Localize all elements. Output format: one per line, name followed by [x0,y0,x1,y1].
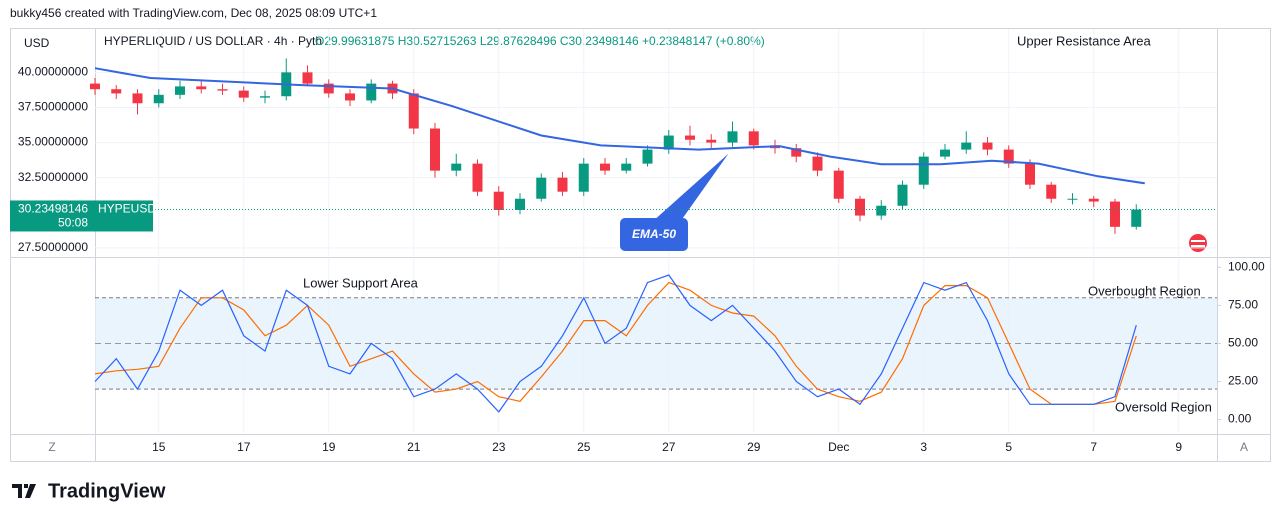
candle-body [791,148,802,157]
x-tick-label: 23 [492,440,506,454]
candle-body [217,89,228,91]
button[interactable]: A [1240,440,1248,454]
oscillator-line [94,274,1137,413]
x-tick-label: 7 [1090,440,1097,454]
candle-body [451,163,462,171]
candle-body [961,142,972,150]
y-tick-label: 50.00 [1228,336,1258,350]
button[interactable]: Z [48,440,55,454]
candle-body [557,177,568,192]
y-tick-label: 27.50000000 [18,240,88,254]
x-tick-label: 9 [1175,440,1182,454]
candle-body [1131,209,1142,227]
candle-body [578,163,589,192]
candle-body [175,86,185,95]
candle-body [366,83,377,101]
frame [10,28,1271,462]
candle-body [238,90,249,98]
price-badge [10,200,153,232]
logo-text: TradingView [48,480,166,502]
credit: bukky456 created with TradingView.com, D… [10,6,377,20]
candle-body [748,131,759,146]
candle-body [685,135,695,140]
candle-body [663,135,674,150]
candle-body [600,163,610,171]
candle-body [515,198,525,210]
annotation: Overbought Region [1088,283,1201,298]
candle-body [1067,198,1078,200]
currency: USD [24,36,50,50]
flag-icon [1189,234,1207,252]
ohlc: O29.99631875 H30.52715263 L29.87628496 C… [315,34,765,48]
annotation: Oversold Region [1115,399,1212,414]
callout-arrow [652,153,729,222]
candle-body [833,170,844,199]
candle-body [642,149,653,164]
candle-body [1025,163,1035,185]
y-tick-label: 75.00 [1228,298,1258,312]
annotation: Lower Support Area [303,275,419,290]
candle-body [132,93,143,104]
candle-body [1088,198,1099,202]
x-tick-label: Dec [828,440,849,454]
x-tick-label: 15 [152,440,166,454]
annotation: Upper Resistance Area [1017,33,1151,48]
candle-body [940,149,950,157]
candle-body [918,156,929,185]
y-tick-label: 100.00 [1228,260,1265,274]
x-tick-label: 25 [577,440,591,454]
candle-body [876,205,887,216]
countdown: 50:08 [58,216,88,230]
candle-body [536,177,547,199]
candle-body [982,142,993,150]
oscillator-line [94,281,1137,405]
symbol: HYPERLIQUID / US DOLLAR · 4h · Pyth [104,34,322,48]
price-symbol: HYPEUSD [98,202,156,216]
candle-body [196,86,207,90]
x-tick-label: 21 [407,440,421,454]
candle-body [472,163,483,192]
candle-body [1110,201,1120,227]
candle-body [260,96,270,98]
ema-line [94,67,1145,185]
candle-body [430,128,440,171]
x-tick-label: 5 [1005,440,1012,454]
logo [12,484,36,498]
candle-body [302,72,313,84]
price-label: 30.23498146 [18,202,88,216]
y-tick-label: 40.00000000 [18,65,88,79]
candle-body [493,191,504,210]
candle-body [345,93,355,101]
x-tick-label: 27 [662,440,676,454]
candle-body [323,83,334,94]
candle-body [1003,149,1014,164]
candle-body [706,139,717,143]
candle-body [727,131,738,143]
callout-box [620,218,688,251]
candle-body [855,198,865,216]
x-tick-label: 29 [747,440,761,454]
y-tick-label: 32.50000000 [18,170,88,184]
y-tick-label: 37.50000000 [18,100,88,114]
y-tick-label: 25.00 [1228,374,1258,388]
candle-body [621,163,632,171]
x-tick-label: 3 [920,440,927,454]
callout-label: EMA-50 [632,227,676,241]
candle-body [408,93,419,129]
candle-body [90,83,100,90]
candle-body [812,156,823,171]
y-tick-label: 35.00000000 [18,135,88,149]
x-tick-label: 19 [322,440,336,454]
y-tick-label: 0.00 [1228,412,1252,426]
x-tick-label: 17 [237,440,251,454]
candle-body [1046,184,1057,199]
candle-body [111,89,122,94]
candle-body [897,184,908,206]
candle-body [153,94,164,104]
